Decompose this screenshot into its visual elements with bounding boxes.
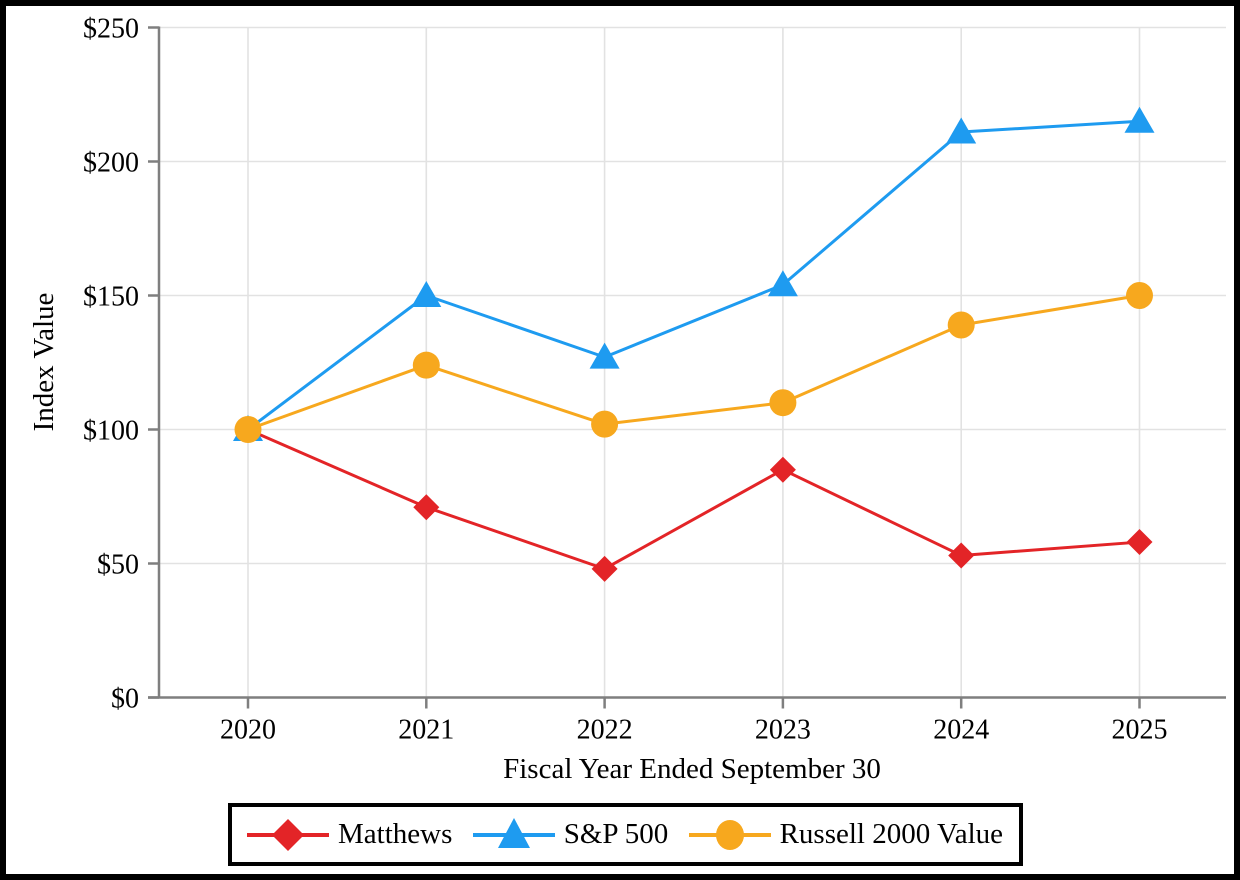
legend-item-russell: Russell 2000 Value — [686, 815, 1003, 855]
data-point — [1126, 282, 1153, 309]
legend: Matthews S&P 500 Russell 2000 Value — [228, 803, 1023, 866]
data-point — [591, 410, 619, 438]
y-tick-label: $50 — [97, 550, 139, 581]
data-point — [769, 456, 796, 483]
x-axis-title: Fiscal Year Ended September 30 — [503, 753, 881, 785]
series-s-p-500 — [233, 106, 1155, 441]
data-point — [412, 351, 440, 379]
circle-icon — [688, 819, 771, 850]
data-point — [234, 416, 262, 443]
series-russell-2000-value — [234, 282, 1153, 443]
y-tick-label: $100 — [83, 416, 139, 447]
series-line — [247, 294, 1140, 431]
data-point — [948, 542, 975, 569]
data-point — [591, 555, 618, 582]
series-line — [247, 119, 1140, 431]
legend-item-matthews: Matthews — [244, 815, 452, 855]
data-point — [769, 389, 797, 417]
axes — [148, 26, 1226, 709]
data-point — [1126, 529, 1153, 556]
x-tick-label: 2022 — [577, 715, 633, 746]
data-point — [589, 342, 620, 369]
y-tick-label: $150 — [83, 282, 139, 313]
x-tick-label: 2024 — [933, 715, 989, 746]
data-point — [946, 117, 977, 144]
legend-label: S&P 500 — [563, 818, 669, 850]
diamond-icon — [247, 818, 329, 851]
y-tick-label: $200 — [83, 148, 139, 179]
x-tick-label: 2020 — [220, 715, 276, 746]
gridlines — [159, 26, 1226, 698]
y-tick-label: $250 — [83, 14, 139, 45]
data-point — [1124, 106, 1155, 133]
series-group — [233, 106, 1155, 582]
series-matthews — [235, 416, 1153, 582]
series-line — [247, 428, 1140, 571]
tick-labels: $0 $50 $100 $150 $200 $250 2020 2021 2022 2023 202… — [83, 14, 1168, 746]
legend-label: Matthews — [338, 818, 453, 850]
x-tick-label: 2023 — [755, 715, 811, 746]
x-tick-label: 2021 — [398, 715, 454, 746]
performance-line-chart: $0 $50 $100 $150 $200 $250 2020 2021 2022 2023 202… — [28, 14, 1226, 785]
data-point — [947, 311, 975, 339]
legend-label: Russell 2000 Value — [779, 818, 1003, 850]
y-axis-title: Index Value — [28, 293, 60, 432]
data-point — [411, 281, 442, 307]
data-point — [413, 494, 440, 521]
x-tick-label: 2025 — [1112, 715, 1168, 746]
y-tick-label: $0 — [111, 684, 139, 715]
triangle-icon — [472, 817, 555, 848]
data-point — [767, 270, 798, 297]
legend-item-sp500: S&P 500 — [470, 815, 669, 855]
